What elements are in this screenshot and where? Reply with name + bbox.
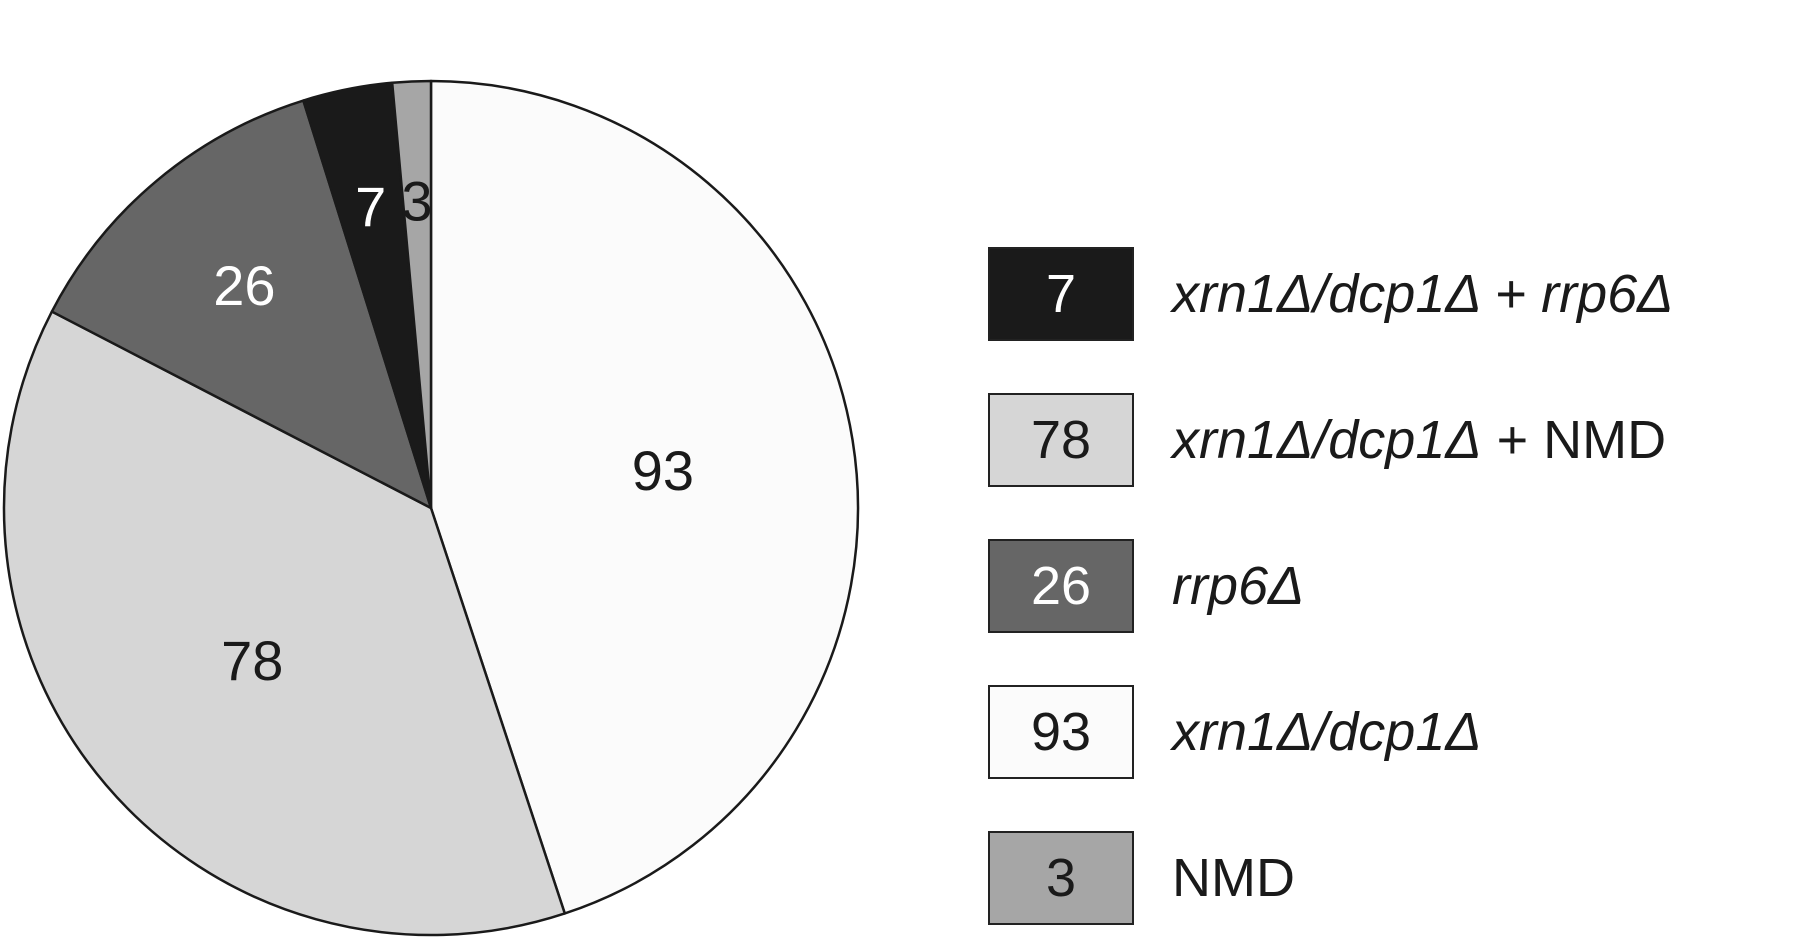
legend-swatch: 78 [988,393,1134,487]
legend-swatch: 93 [988,685,1134,779]
slice-label-78: 78 [221,629,283,692]
legend-item: 3 NMD [988,829,1295,927]
legend-item: 26 rrp6Δ [988,537,1304,635]
legend-swatch: 7 [988,247,1134,341]
legend-label: NMD [1172,847,1295,909]
legend-item: 78 xrn1Δ/dcp1Δ + NMD [988,391,1666,489]
legend-swatch: 26 [988,539,1134,633]
legend-item: 7 xrn1Δ/dcp1Δ + rrp6Δ [988,245,1673,343]
legend-swatch: 3 [988,831,1134,925]
pie-slice-93 [429,79,860,915]
slice-label-26: 26 [213,254,275,317]
pie-slice-3 [390,79,433,510]
legend-item: 93 xrn1Δ/dcp1Δ [988,683,1482,781]
slice-label-3: 3 [401,169,432,232]
legend-label: xrn1Δ/dcp1Δ [1172,701,1482,763]
slice-label-7: 7 [355,175,386,238]
legend-label-part: xrn1Δ/dcp1Δ [1172,702,1482,762]
legend-label-part: rrp6Δ [1172,556,1305,616]
pie-chart: 93 78 26 7 3 [2,79,860,937]
pie-slice-26 [50,99,433,510]
legend-label: rrp6Δ [1172,555,1304,617]
legend-label: xrn1Δ/dcp1Δ + NMD [1172,409,1666,471]
legend-label: xrn1Δ/dcp1Δ + rrp6Δ [1172,263,1673,325]
legend-label-part: NMD [1172,848,1295,908]
pie-slice-78 [2,310,567,937]
slice-label-93: 93 [632,439,694,502]
legend-label-part: xrn1Δ/dcp1Δ + rrp6Δ [1172,264,1674,324]
legend-label-part: xrn1Δ/dcp1Δ [1172,410,1482,470]
legend-label-part: + NMD [1481,410,1667,470]
